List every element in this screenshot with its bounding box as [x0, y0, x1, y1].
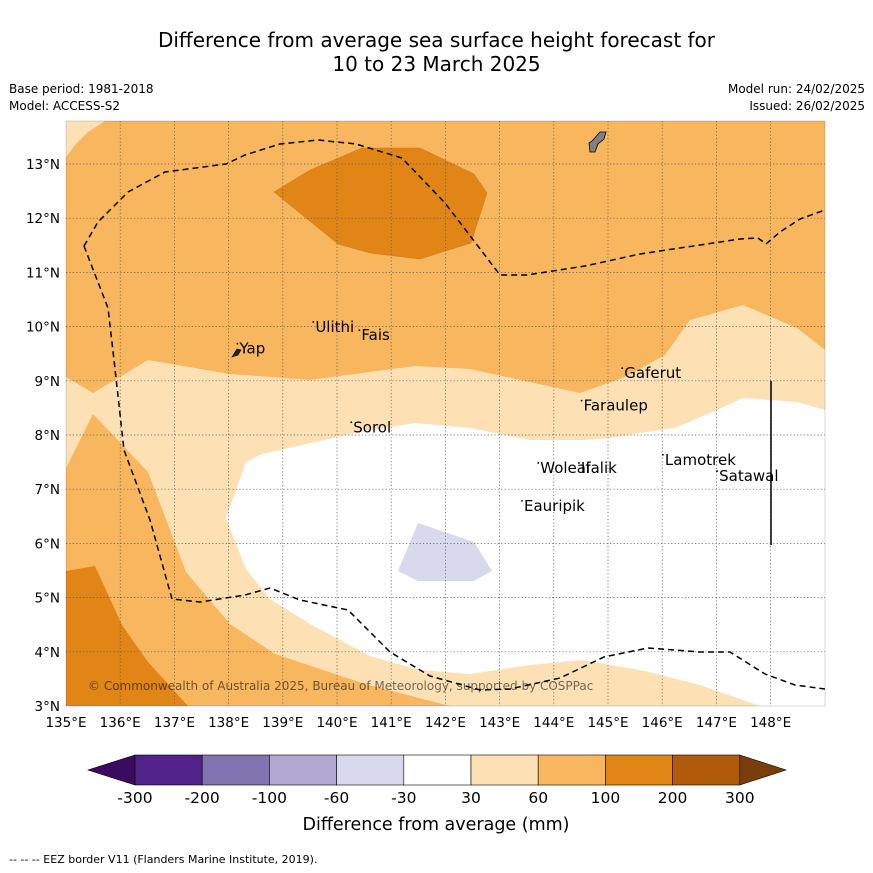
lat-tick-label: 3°N	[35, 699, 60, 715]
colorbar-swatch	[403, 754, 472, 786]
lon-tick-label: 145°E	[587, 715, 628, 731]
lat-tick-label: 8°N	[35, 428, 60, 444]
colorbar: -300 -200 -100 -60 -30 30 60 100 200 300	[87, 754, 787, 807]
lon-tick-label: 142°E	[425, 715, 466, 731]
band-near-average	[226, 398, 825, 706]
lon-tick-labels: 135°E 136°E 137°E 138°E 139°E 140°E 141°E 142°E…	[45, 715, 791, 731]
place-label-gaferut: Gaferut	[624, 364, 681, 382]
island-marker	[621, 367, 624, 369]
page-title: Difference from average sea surface heig…	[0, 28, 873, 76]
guam-island	[588, 131, 607, 153]
colorbar-tick-label: 30	[461, 789, 481, 807]
lat-tick-label: 5°N	[35, 591, 60, 607]
place-label-eauripik: Eauripik	[524, 497, 585, 515]
colorbar-tick-label: 60	[528, 789, 548, 807]
place-labels: Yap Ulithi Fais Gaferut Faraulep Sorol WoleaiI…	[236, 318, 779, 515]
band-30-60-corner	[66, 121, 105, 157]
colorbar-tick-label: -60	[324, 789, 349, 807]
island-marker	[350, 421, 353, 424]
model-name: Model: ACCESS-S2	[9, 99, 121, 113]
colorbar-swatch	[605, 754, 673, 786]
colorbar-tick-label: -200	[185, 789, 220, 807]
lon-tick-label: 148°E	[750, 715, 791, 731]
colorbar-swatch	[672, 754, 741, 786]
lon-tick-label: 136°E	[100, 715, 141, 731]
lat-tick-label: 6°N	[35, 536, 60, 552]
colorbar-swatch	[134, 754, 203, 786]
lon-tick-label: 139°E	[262, 715, 303, 731]
lon-tick-label: 140°E	[316, 715, 357, 731]
lon-tick-label: 138°E	[208, 715, 249, 731]
colorbar-swatch	[336, 754, 405, 786]
lat-tick-label: 9°N	[35, 374, 60, 390]
copyright-text: © Commonwealth of Australia 2025, Bureau…	[88, 679, 593, 693]
place-label-satawal: Satawal	[719, 467, 778, 485]
meta-left: Base period: 1981-2018 Model: ACCESS-S2	[9, 81, 154, 115]
lon-tick-label: 135°E	[45, 715, 86, 731]
place-label-yap: Yap	[238, 340, 265, 358]
island-marker	[716, 470, 719, 472]
place-label-ifalik: Ifalik	[581, 459, 617, 477]
model-run: Model run: 24/02/2025	[727, 82, 865, 96]
lat-tick-label: 10°N	[26, 320, 60, 336]
lon-tick-label: 143°E	[479, 715, 520, 731]
yap-island	[231, 348, 242, 358]
island-marker	[358, 329, 361, 332]
island-marker	[662, 453, 664, 456]
title-line-1: Difference from average sea surface heig…	[157, 28, 716, 52]
island-marker	[578, 462, 580, 464]
meta-right: Model run: 24/02/2025 Issued: 26/02/2025	[728, 81, 865, 115]
colorbar-tick-label: -300	[117, 789, 152, 807]
issued-date: Issued: 26/02/2025	[749, 99, 865, 113]
map-area: Yap Ulithi Fais Gaferut Faraulep Sorol WoleaiI…	[66, 121, 825, 706]
band-neg-30-60	[398, 523, 492, 581]
band-100-200-south	[66, 566, 188, 706]
island-marker	[312, 321, 315, 323]
place-label-lamotrek: Lamotrek	[665, 451, 736, 469]
place-label-sorol: Sorol	[353, 418, 391, 436]
island-marker	[537, 462, 540, 464]
band-60-100-south	[66, 414, 450, 706]
lon-tick-label: 144°E	[533, 715, 574, 731]
eez-footnote: -- -- -- EEZ border V11 (Flanders Marine…	[9, 853, 318, 866]
colorbar-tick-label: 200	[658, 789, 688, 807]
base-period: Base period: 1981-2018	[9, 82, 154, 96]
lon-tick-label: 141°E	[371, 715, 412, 731]
lat-tick-label: 11°N	[26, 265, 60, 281]
eez-border-west	[83, 245, 825, 691]
colorbar-tick-label: 300	[725, 789, 755, 807]
colorbar-swatch	[269, 754, 337, 786]
lon-tick-label: 147°E	[696, 715, 737, 731]
colorbar-extend-high	[739, 754, 787, 786]
lat-tick-label: 4°N	[35, 645, 60, 661]
map-frame	[65, 120, 826, 707]
title-line-2: 10 to 23 March 2025	[332, 52, 541, 76]
lat-tick-label: 7°N	[35, 482, 60, 498]
colorbar-swatch	[470, 754, 539, 786]
colorbar-extend-low	[87, 754, 136, 786]
colorbar-tick-label: -30	[391, 789, 416, 807]
colorbar-tick-label: 100	[591, 789, 621, 807]
place-label-woleai: Woleai	[540, 459, 590, 477]
island-marker	[236, 342, 239, 345]
lat-tick-label: 12°N	[26, 211, 60, 227]
colorbar-title: Difference from average (mm)	[302, 815, 569, 835]
place-label-faraulep: Faraulep	[584, 397, 648, 415]
colorbar-tick-label: -100	[252, 789, 287, 807]
place-label-fais: Fais	[361, 326, 390, 344]
lat-tick-labels: 3°N 4°N 5°N 6°N 7°N 8°N 9°N 10°N 11°N 12°N 13°N	[26, 157, 60, 715]
band-100-200-north	[273, 147, 488, 260]
lon-tick-label: 137°E	[154, 715, 195, 731]
place-label-ulithi: Ulithi	[315, 318, 354, 336]
island-marker	[580, 399, 583, 402]
colorbar-swatch	[201, 754, 270, 786]
eez-border-north	[83, 139, 825, 276]
island-marker	[521, 499, 523, 502]
colorbar-swatch	[537, 754, 606, 786]
lat-tick-label: 13°N	[26, 157, 60, 173]
lon-tick-label: 146°E	[642, 715, 683, 731]
